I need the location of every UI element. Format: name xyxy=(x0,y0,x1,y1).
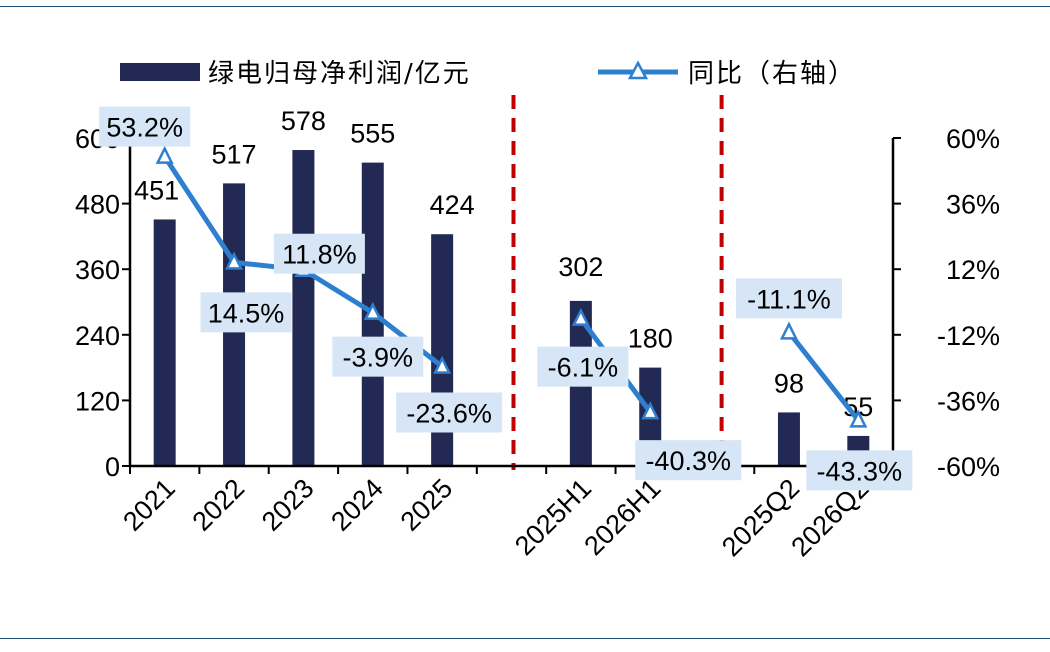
bar-value-label: 555 xyxy=(350,119,395,149)
yoy-marker-2025Q2 xyxy=(779,321,798,340)
yoy-label-box xyxy=(99,106,191,147)
bottom-border-line xyxy=(0,638,1050,639)
right-tick-label: 12% xyxy=(946,255,1000,285)
yoy-value-label: -40.3% xyxy=(645,446,731,476)
right-tick-label: 36% xyxy=(946,190,1000,220)
bar-value-label: 451 xyxy=(134,175,179,205)
x-tick-label: 2024 xyxy=(325,473,389,537)
yoy-value-label: -3.9% xyxy=(342,343,413,373)
x-tick-label: 2022 xyxy=(187,473,251,537)
left-tick-label: 480 xyxy=(75,190,120,220)
yoy-label-box xyxy=(200,292,292,333)
yoy-value-label: -11.1% xyxy=(747,284,831,314)
yoy-label-box xyxy=(635,440,742,481)
right-tick-label: -60% xyxy=(937,452,1000,482)
yoy-label-box xyxy=(806,450,913,491)
legend-line-label: 同比（右轴） xyxy=(688,59,856,89)
yoy-value-label: -23.6% xyxy=(406,399,492,429)
left-tick-label: 360 xyxy=(75,255,120,285)
plot-area: 0120240360480600-60%-36%-12%12%36%60%202… xyxy=(75,95,1000,562)
left-tick-label: 0 xyxy=(105,452,120,482)
legend-bar-swatch xyxy=(120,63,200,81)
legend-item-bar: 绿电归母净利润/亿元 xyxy=(120,59,471,89)
yoy-marker-2026Q2 xyxy=(849,409,868,428)
top-border-line xyxy=(0,6,1050,7)
bar-value-label: 578 xyxy=(281,106,326,136)
yoy-marker-2024 xyxy=(363,301,382,320)
yoy-line-segment-3 xyxy=(786,330,861,422)
x-tick-label: 2025 xyxy=(395,473,459,537)
legend: 绿电归母净利润/亿元 同比（右轴） xyxy=(120,59,856,89)
yoy-label-box xyxy=(735,278,842,319)
yoy-value-label: -6.1% xyxy=(548,353,619,383)
bar-value-label: 98 xyxy=(774,368,804,398)
bar-value-label: 180 xyxy=(628,324,673,354)
yoy-marker-2025 xyxy=(433,355,452,374)
legend-item-line: 同比（右轴） xyxy=(598,59,856,89)
x-tick-label: 2025Q2 xyxy=(716,473,805,562)
bar-value-label: 517 xyxy=(212,139,257,169)
yoy-label-box xyxy=(273,233,365,274)
yoy-marker-2026H1 xyxy=(641,401,660,420)
yoy-label-box xyxy=(396,392,503,433)
x-tick-label: 2021 xyxy=(117,473,181,537)
bar-2025Q2 xyxy=(777,412,800,466)
yoy-label-box xyxy=(537,346,629,387)
x-tick-label: 2026H1 xyxy=(578,473,666,561)
yoy-value-label: 11.8% xyxy=(282,240,357,270)
bar-value-label: 424 xyxy=(430,190,475,220)
yoy-value-label: 53.2% xyxy=(106,113,183,143)
yoy-label-box xyxy=(332,336,424,377)
yoy-marker-2021 xyxy=(155,145,174,164)
bar-value-label: 302 xyxy=(558,252,603,282)
legend-bar-label: 绿电归母净利润/亿元 xyxy=(208,59,471,89)
right-tick-label: -36% xyxy=(937,386,1000,416)
left-tick-label: 120 xyxy=(75,386,120,416)
left-tick-label: 240 xyxy=(75,321,120,351)
x-tick-label: 2023 xyxy=(256,473,320,537)
legend-marker-icon xyxy=(627,60,649,80)
x-tick-label: 2025H1 xyxy=(509,473,597,561)
yoy-value-label: -43.3% xyxy=(817,456,903,486)
right-tick-label: -12% xyxy=(937,321,1000,351)
yoy-marker-2025H1 xyxy=(571,307,590,326)
yoy-marker-2022 xyxy=(225,251,244,270)
bar-2023 xyxy=(292,150,315,466)
right-tick-label: 60% xyxy=(946,124,1000,154)
bar-2021 xyxy=(153,219,176,466)
yoy-value-label: 14.5% xyxy=(208,298,285,328)
